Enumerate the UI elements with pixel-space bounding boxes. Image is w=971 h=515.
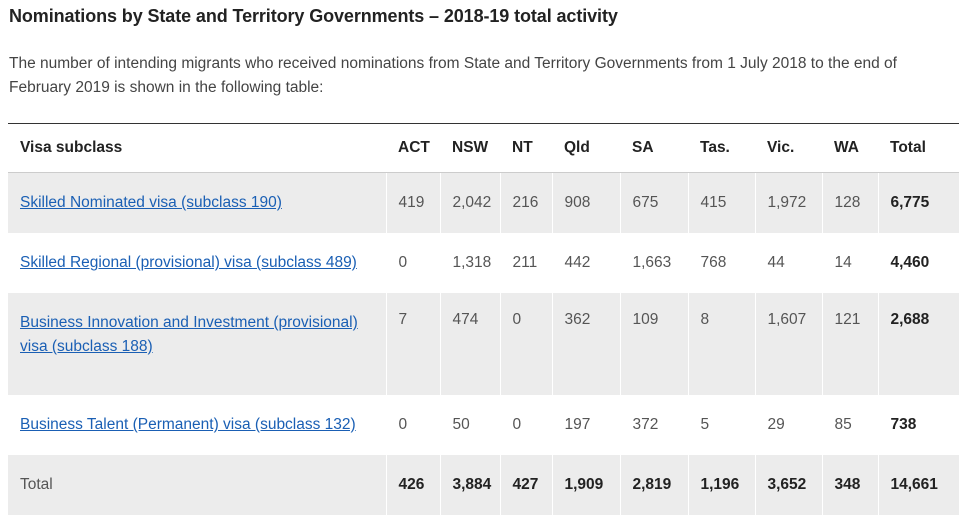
cell-nt: 211 [499, 233, 552, 293]
table-row: Business Talent (Permanent) visa (subcla… [8, 395, 959, 455]
cell-qld: 362 [551, 293, 620, 395]
total-vic: 3,652 [754, 455, 822, 515]
cell-wa: 128 [821, 172, 878, 233]
visa-cell: Skilled Nominated visa (subclass 190) [8, 172, 386, 233]
cell-sa: 372 [619, 395, 688, 455]
total-row: Total 426 3,884 427 1,909 2,819 1,196 3,… [8, 455, 959, 515]
cell-vic: 1,972 [754, 172, 822, 233]
cell-sa: 109 [619, 293, 688, 395]
visa-cell: Business Innovation and Investment (prov… [8, 293, 386, 395]
visa-cell: Skilled Regional (provisional) visa (sub… [8, 233, 386, 293]
page-title: Nominations by State and Territory Gover… [9, 6, 618, 26]
cell-nsw: 2,042 [439, 172, 500, 233]
cell-qld: 197 [551, 395, 620, 455]
table-header-row: Visa subclass ACT NSW NT Qld SA Tas. Vic… [8, 123, 959, 173]
cell-nsw: 1,318 [439, 233, 500, 293]
total-act: 426 [385, 455, 440, 515]
header-vic: Vic. [755, 123, 822, 173]
total-label: Total [8, 455, 386, 515]
nominations-table: Visa subclass ACT NSW NT Qld SA Tas. Vic… [8, 123, 959, 515]
visa-link-190[interactable]: Skilled Nominated visa (subclass 190) [20, 194, 282, 211]
cell-nsw: 474 [439, 293, 500, 395]
header-visa-subclass: Visa subclass [8, 123, 386, 173]
header-qld: Qld [552, 123, 620, 173]
cell-total: 6,775 [877, 172, 959, 233]
cell-total: 2,688 [877, 293, 959, 395]
table-row: Skilled Regional (provisional) visa (sub… [8, 233, 959, 293]
cell-act: 7 [385, 293, 440, 395]
cell-nsw: 50 [439, 395, 500, 455]
total-qld: 1,909 [551, 455, 620, 515]
intro-paragraph: The number of intending migrants who rec… [9, 55, 897, 96]
header-total: Total [878, 123, 959, 173]
header-sa: SA [620, 123, 688, 173]
cell-tas: 768 [687, 233, 755, 293]
cell-act: 419 [385, 172, 440, 233]
total-wa: 348 [821, 455, 878, 515]
visa-link-132[interactable]: Business Talent (Permanent) visa (subcla… [20, 416, 356, 433]
header-nt: NT [500, 123, 552, 173]
visa-cell: Business Talent (Permanent) visa (subcla… [8, 395, 386, 455]
total-sa: 2,819 [619, 455, 688, 515]
cell-nt: 0 [499, 395, 552, 455]
cell-total: 4,460 [877, 233, 959, 293]
cell-qld: 442 [551, 233, 620, 293]
header-tas: Tas. [688, 123, 755, 173]
cell-wa: 121 [821, 293, 878, 395]
cell-nt: 0 [499, 293, 552, 395]
table-row: Skilled Nominated visa (subclass 190) 41… [8, 172, 959, 233]
cell-nt: 216 [499, 172, 552, 233]
cell-tas: 5 [687, 395, 755, 455]
cell-tas: 8 [687, 293, 755, 395]
cell-sa: 675 [619, 172, 688, 233]
grand-total: 14,661 [877, 455, 959, 515]
cell-sa: 1,663 [619, 233, 688, 293]
cell-act: 0 [385, 233, 440, 293]
table-row: Business Innovation and Investment (prov… [8, 293, 959, 395]
cell-qld: 908 [551, 172, 620, 233]
cell-wa: 14 [821, 233, 878, 293]
cell-vic: 29 [754, 395, 822, 455]
cell-act: 0 [385, 395, 440, 455]
header-nsw: NSW [440, 123, 500, 173]
visa-link-188[interactable]: Business Innovation and Investment (prov… [20, 314, 358, 355]
cell-tas: 415 [687, 172, 755, 233]
cell-vic: 1,607 [754, 293, 822, 395]
total-nsw: 3,884 [439, 455, 500, 515]
header-act: ACT [386, 123, 440, 173]
total-nt: 427 [499, 455, 552, 515]
cell-vic: 44 [754, 233, 822, 293]
visa-link-489[interactable]: Skilled Regional (provisional) visa (sub… [20, 254, 357, 271]
total-tas: 1,196 [687, 455, 755, 515]
cell-total: 738 [877, 395, 959, 455]
cell-wa: 85 [821, 395, 878, 455]
header-wa: WA [822, 123, 878, 173]
